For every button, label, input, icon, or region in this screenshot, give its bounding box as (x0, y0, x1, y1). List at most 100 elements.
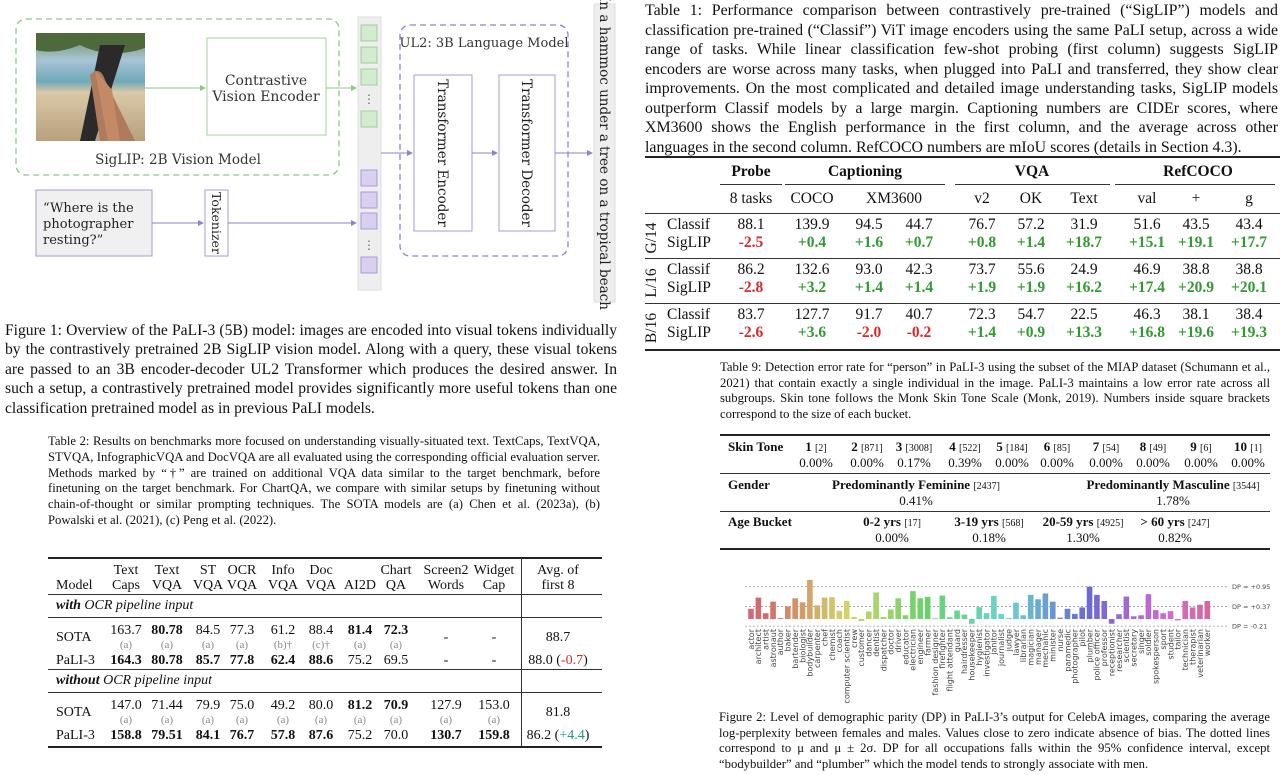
vision-encoder-label-line1: Contrastive (225, 73, 307, 89)
table1-cell: 72.3 (968, 306, 996, 323)
bar (777, 617, 784, 619)
category-label: janitor (990, 628, 999, 655)
table-rule (785, 184, 945, 185)
table2-source-ref: (a) (235, 639, 249, 651)
visual-token (360, 46, 378, 64)
table1-sub-header: Text (1070, 190, 1098, 207)
table2-source-ref: (a) (119, 639, 133, 651)
section-title-rest: OCR pipeline input (99, 673, 212, 688)
table2-cell: 81.2 (347, 698, 373, 713)
text-token (360, 191, 378, 209)
category-label: technician (1181, 629, 1190, 670)
bar (969, 619, 975, 624)
table2-column-header: Widget (473, 563, 515, 578)
transformer-encoder-box (413, 74, 473, 232)
table1-cell: -2.0 (856, 324, 882, 341)
table9-error-rate: 0.00% (1184, 455, 1218, 470)
bar (1167, 611, 1174, 619)
category-label: hairdresser (960, 628, 969, 674)
bucket-name: 4 (949, 439, 956, 454)
category-label: investigator (982, 628, 991, 676)
table1-cell: 43.5 (1182, 216, 1210, 233)
table1-cell: 86.2 (737, 261, 765, 278)
table1-cell: 91.7 (855, 306, 883, 323)
average-delta: +4.4 (559, 728, 585, 743)
bar (785, 606, 791, 619)
transformer-encoder-label: Transformer Encoder (434, 79, 450, 227)
bar (976, 607, 982, 619)
bar (851, 616, 857, 619)
table2-cell: 62.4 (270, 653, 296, 668)
table2-cell: 130.7 (430, 728, 462, 743)
table1-cell: +3.6 (797, 324, 827, 341)
table2-cell: 69.5 (383, 653, 409, 668)
vision-model-box (15, 18, 340, 176)
query-line: “Where is the (43, 201, 134, 216)
category-label: librarian (1019, 629, 1028, 662)
table1-cell: -2.6 (738, 324, 764, 341)
table2-cell: 87.6 (308, 728, 334, 743)
table1-cell: 88.1 (737, 216, 765, 233)
category-label: fashion designer (931, 628, 940, 695)
category-label: bodybuilder (806, 628, 815, 676)
table1-cell: +19.1 (1178, 234, 1214, 251)
table2-cell: 127.9 (430, 698, 462, 713)
table1-group-header: RefCOCO (1163, 163, 1233, 180)
output-text: “In a hammoc under a tree on a tropical … (596, 0, 612, 310)
category-label: soldier (1144, 628, 1153, 656)
table2-cell: 159.8 (478, 728, 510, 743)
bar (762, 613, 769, 619)
bucket-name: 7 (1092, 439, 1100, 454)
table2-source-ref: (b)† (273, 639, 293, 651)
table2-column-header: first 8 (541, 578, 575, 593)
table1-cell: +19.3 (1231, 324, 1267, 341)
table1-cell: +16.8 (1129, 324, 1165, 341)
category-label: judge (1004, 629, 1013, 652)
table1-cell: +20.9 (1178, 279, 1214, 296)
bar (1020, 615, 1027, 619)
contrastive-vision-encoder-box (206, 37, 327, 136)
bucket-size: [54] (1102, 443, 1120, 454)
table1-cell: 139.9 (794, 216, 830, 233)
table2-cell: 75.2 (347, 728, 373, 743)
table-rule (48, 692, 602, 693)
visual-token (360, 110, 378, 128)
table1-model-name: SigLIP (667, 279, 711, 296)
table-rule (48, 594, 602, 595)
bar (843, 600, 850, 619)
bar (1130, 616, 1137, 619)
table2-cell: 81.4 (347, 623, 373, 638)
bar (1116, 614, 1122, 619)
table1-cell: 42.3 (905, 261, 933, 278)
table1-sub-header: g (1245, 190, 1253, 207)
table-rule (645, 156, 1280, 158)
bucket-size: [3008] (905, 443, 933, 454)
table9-error-rate: 0.00% (1231, 455, 1265, 470)
bucket-size: [568] (1002, 518, 1024, 529)
category-label: actor (747, 628, 756, 649)
category-label: coach (835, 629, 844, 653)
bar (1123, 596, 1130, 619)
table1-cell: 127.7 (794, 306, 830, 323)
category-label: researcher (1115, 628, 1124, 672)
table1-cell: +1.4 (1016, 234, 1046, 251)
table9-bucket-header: 0-2 yrs [17] (863, 514, 921, 530)
table1-cell: 22.5 (1070, 306, 1098, 323)
bucket-size: [3544] (1232, 481, 1260, 492)
bar (1138, 615, 1144, 619)
bar (1160, 613, 1166, 619)
table1-cell: +3.2 (797, 279, 827, 296)
bar (814, 605, 821, 619)
table1-cell: 76.7 (968, 216, 996, 233)
table2-column-header: Caps (112, 578, 140, 593)
bucket-name: > 60 yrs (1140, 514, 1185, 529)
table9-error-rate: 1.30% (1066, 530, 1100, 545)
table2-source-ref: (c)† (312, 639, 330, 651)
table2-average: 81.8 (546, 705, 571, 721)
table9-bucket-header: 2 [871] (851, 439, 882, 455)
bar (1049, 601, 1056, 619)
bar (983, 613, 990, 619)
table2-cell: 76.7 (229, 728, 255, 743)
table2-cell: 79.51 (151, 728, 183, 743)
table1-cell: 46.3 (1133, 306, 1161, 323)
